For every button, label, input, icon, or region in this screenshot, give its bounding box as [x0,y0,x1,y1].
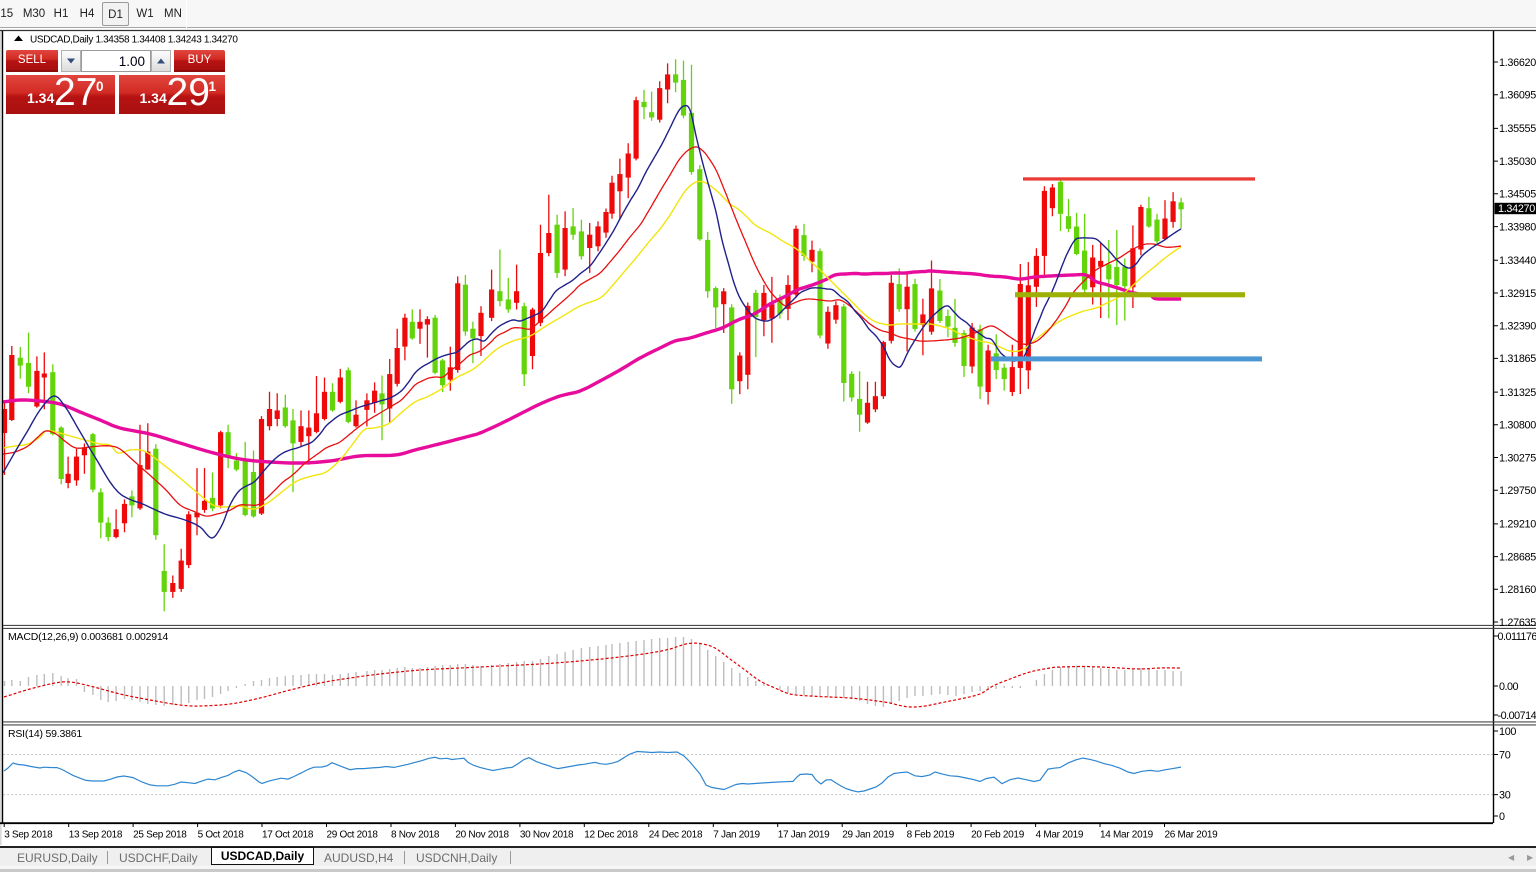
svg-text:1.35555: 1.35555 [1499,123,1536,135]
svg-text:1.27635: 1.27635 [1499,617,1536,629]
svg-text:1.36095: 1.36095 [1499,90,1536,102]
svg-text:26 Mar 2019: 26 Mar 2019 [1165,830,1219,841]
svg-text:25 Sep 2018: 25 Sep 2018 [133,830,187,841]
svg-text:29 Jan 2019: 29 Jan 2019 [842,830,894,841]
svg-text:14 Mar 2019: 14 Mar 2019 [1100,830,1154,841]
svg-text:70: 70 [1499,749,1511,761]
svg-text:1.30275: 1.30275 [1499,452,1536,464]
svg-text:29 Oct 2018: 29 Oct 2018 [327,830,379,841]
svg-text:100: 100 [1499,726,1516,738]
svg-text:1.29210: 1.29210 [1499,519,1536,531]
svg-text:1.35030: 1.35030 [1499,156,1536,168]
svg-text:17 Oct 2018: 17 Oct 2018 [262,830,314,841]
svg-text:20 Nov 2018: 20 Nov 2018 [455,830,509,841]
svg-text:30: 30 [1499,789,1511,801]
svg-text:13 Sep 2018: 13 Sep 2018 [69,830,123,841]
svg-text:1.31325: 1.31325 [1499,387,1536,399]
svg-text:8 Feb 2019: 8 Feb 2019 [907,830,955,841]
svg-text:7 Jan 2019: 7 Jan 2019 [713,830,760,841]
svg-text:-0.00714: -0.00714 [1498,710,1536,722]
svg-text:20 Feb 2019: 20 Feb 2019 [971,830,1025,841]
svg-text:1.30800: 1.30800 [1499,420,1536,432]
svg-text:1.33440: 1.33440 [1499,255,1536,267]
svg-text:RSI(14) 59.3861: RSI(14) 59.3861 [8,728,82,740]
svg-text:8 Nov 2018: 8 Nov 2018 [391,830,440,841]
svg-text:0.011176: 0.011176 [1498,631,1536,643]
svg-text:1.34270: 1.34270 [1498,203,1535,215]
svg-text:USDCAD,Daily 1.34358 1.34408: USDCAD,Daily 1.34358 1.34408 1.34243 1.3… [30,35,238,46]
svg-text:24 Dec 2018: 24 Dec 2018 [649,830,703,841]
svg-text:12 Dec 2018: 12 Dec 2018 [584,830,638,841]
svg-text:1.29750: 1.29750 [1499,485,1536,497]
svg-text:1.28685: 1.28685 [1499,551,1536,563]
svg-text:1.28160: 1.28160 [1499,584,1536,596]
svg-text:4 Mar 2019: 4 Mar 2019 [1036,830,1084,841]
svg-text:1.36620: 1.36620 [1499,57,1536,69]
svg-text:1.33980: 1.33980 [1499,221,1536,233]
svg-text:1.32915: 1.32915 [1499,288,1536,300]
svg-text:MACD(12,26,9) 0.003681 0.00291: MACD(12,26,9) 0.003681 0.002914 [8,631,169,643]
svg-text:5 Oct 2018: 5 Oct 2018 [198,830,245,841]
svg-text:3 Sep 2018: 3 Sep 2018 [4,830,53,841]
svg-text:1.34505: 1.34505 [1499,189,1536,201]
svg-text:1.32390: 1.32390 [1499,321,1536,333]
svg-text:30 Nov 2018: 30 Nov 2018 [520,830,574,841]
svg-text:17 Jan 2019: 17 Jan 2019 [778,830,830,841]
svg-text:0.00: 0.00 [1499,681,1519,693]
svg-text:0: 0 [1499,811,1505,823]
svg-text:1.31865: 1.31865 [1499,353,1536,365]
